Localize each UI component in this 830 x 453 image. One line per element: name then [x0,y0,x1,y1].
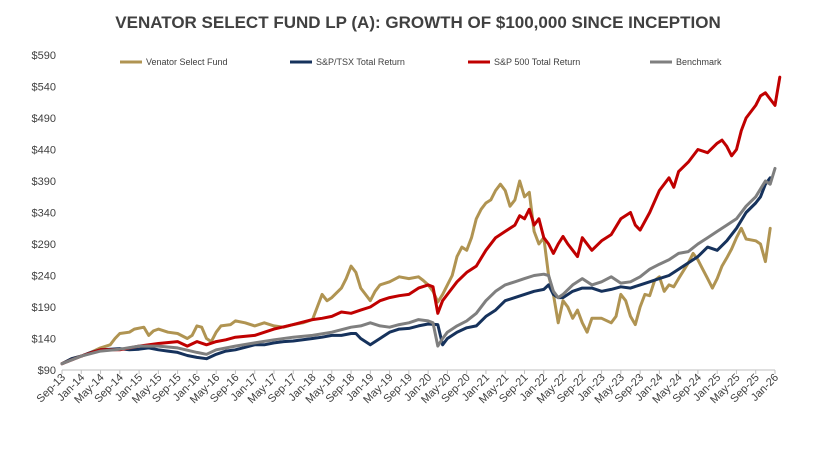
chart-title: VENATOR SELECT FUND LP (A): GROWTH OF $1… [115,13,720,32]
series-lines [60,75,782,366]
legend-label-benchmark: Benchmark [676,57,722,67]
legend-label-s-p-tsx-total-return: S&P/TSX Total Return [316,57,405,67]
y-tick-label: $290 [32,239,56,251]
y-tick-label: $90 [38,365,56,377]
y-tick-label: $590 [32,50,56,62]
series-line-s-p-500-total-return [60,75,782,366]
series-line-venator-select-fund [60,179,772,366]
series-line-s-p-tsx-total-return [60,176,772,366]
y-tick-label: $140 [32,334,56,346]
y-tick-label: $440 [32,145,56,157]
y-tick-label: $490 [32,113,56,125]
series-line-benchmark [60,166,777,366]
y-tick-label: $340 [32,208,56,220]
axes: $90 $140 $190 $240 $290 $340 $390 $440 $490 $540 $… [32,50,782,406]
legend-label-venator-select-fund: Venator Select Fund [146,57,228,67]
legend: Venator Select Fund S&P/TSX Total Return S… [120,57,722,67]
y-tick-label: $390 [32,176,56,188]
y-tick-label: $540 [32,82,56,94]
y-tick-label: $240 [32,271,56,283]
legend-label-s-p-500-total-return: S&P 500 Total Return [494,57,580,67]
y-tick-label: $190 [32,302,56,314]
